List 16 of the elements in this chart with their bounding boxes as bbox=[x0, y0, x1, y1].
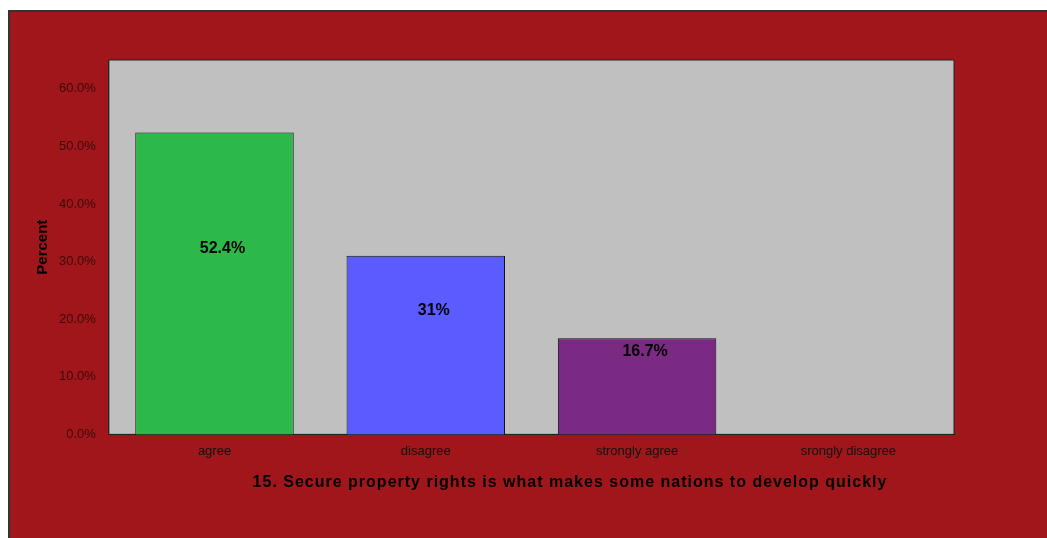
y-tick-label: 30.0% bbox=[58, 253, 97, 269]
x-tick-label: disagree bbox=[400, 442, 451, 458]
x-tick-label: agree bbox=[197, 442, 232, 458]
x-axis-title: 15. Secure property rights is what makes some nations to develop quickly bbox=[251, 473, 889, 490]
y-tick-label: 0.0% bbox=[66, 425, 97, 441]
x-tick-label: strongly agree bbox=[595, 442, 679, 458]
y-tick-label: 20.0% bbox=[58, 310, 97, 326]
y-axis-title: Percent bbox=[33, 219, 51, 275]
data-label: 52.4% bbox=[199, 238, 246, 256]
data-label: 16.7% bbox=[622, 341, 668, 359]
y-tick-label: 50.0% bbox=[58, 137, 97, 153]
y-tick-label: 10.0% bbox=[58, 368, 97, 384]
y-tick-label: 40.0% bbox=[58, 195, 97, 211]
data-label: 31% bbox=[417, 300, 450, 318]
x-tick-label: srongly disagree bbox=[800, 442, 897, 458]
y-tick-label: 60.0% bbox=[58, 80, 97, 96]
